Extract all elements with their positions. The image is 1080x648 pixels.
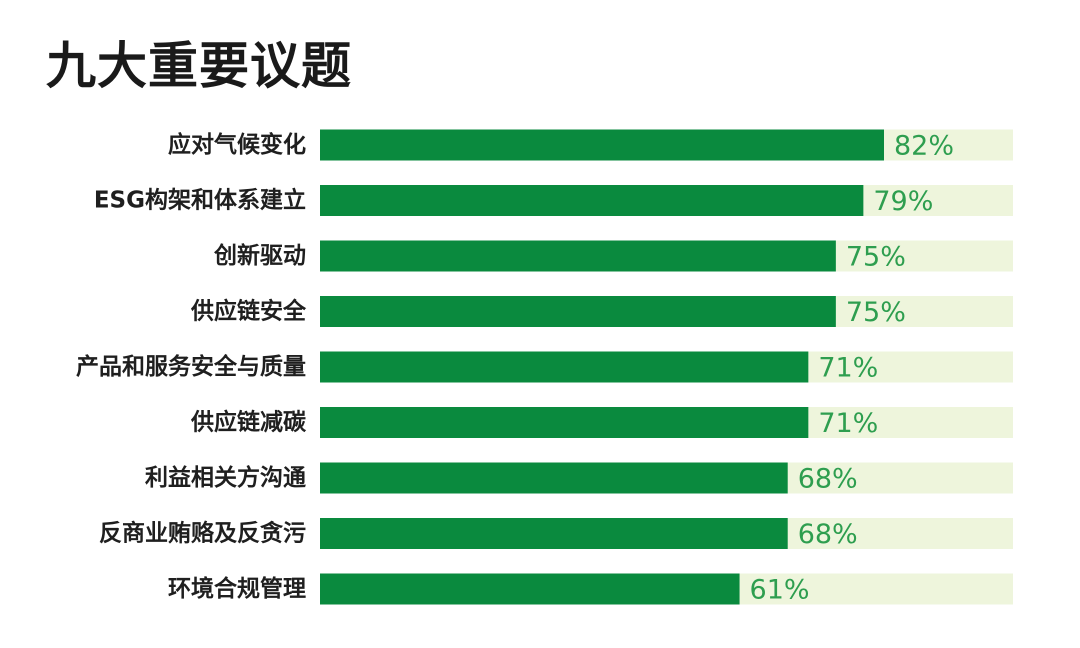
bar <box>320 573 740 605</box>
category-label: 反商业贿赂及反贪污 <box>99 520 306 547</box>
bar-row: 应对气候变化 82% <box>168 129 1013 162</box>
bar-row: 环境合规管理 61% <box>168 573 1013 606</box>
bar <box>320 185 864 216</box>
category-label: 产品和服务安全与质量 <box>76 353 306 380</box>
value-label: 71% <box>818 408 878 439</box>
value-label: 79% <box>873 186 933 217</box>
bar-row: 供应链减碳 71% <box>190 407 1013 439</box>
bar-row: ESG构架和体系建立 79% <box>94 185 1013 217</box>
bar <box>320 240 836 272</box>
bar-row: 创新驱动 75% <box>213 240 1013 273</box>
bar-row: 反商业贿赂及反贪污 68% <box>99 518 1013 550</box>
value-label: 75% <box>846 297 906 328</box>
bar <box>320 296 836 327</box>
value-label: 68% <box>798 464 858 495</box>
category-label: 供应链减碳 <box>190 409 307 436</box>
bar-row: 产品和服务安全与质量 71% <box>76 351 1013 384</box>
chart-title: 九大重要议题 <box>46 37 352 95</box>
bar-row: 供应链安全 75% <box>190 296 1013 328</box>
value-label: 61% <box>750 575 810 606</box>
bar <box>320 518 788 549</box>
category-label: 环境合规管理 <box>168 575 306 602</box>
category-label: 供应链安全 <box>190 298 307 325</box>
category-label: 应对气候变化 <box>168 131 306 158</box>
bar <box>320 407 809 438</box>
category-label: 利益相关方沟通 <box>145 464 306 491</box>
bar <box>320 462 788 494</box>
bar <box>320 351 809 383</box>
value-label: 71% <box>818 353 878 384</box>
bar-row: 利益相关方沟通 68% <box>145 462 1013 495</box>
bar <box>320 129 884 161</box>
value-label: 82% <box>894 131 954 162</box>
value-label: 68% <box>798 519 858 550</box>
category-label: 创新驱动 <box>213 242 306 269</box>
value-label: 75% <box>846 242 906 273</box>
category-label: ESG构架和体系建立 <box>94 187 306 214</box>
